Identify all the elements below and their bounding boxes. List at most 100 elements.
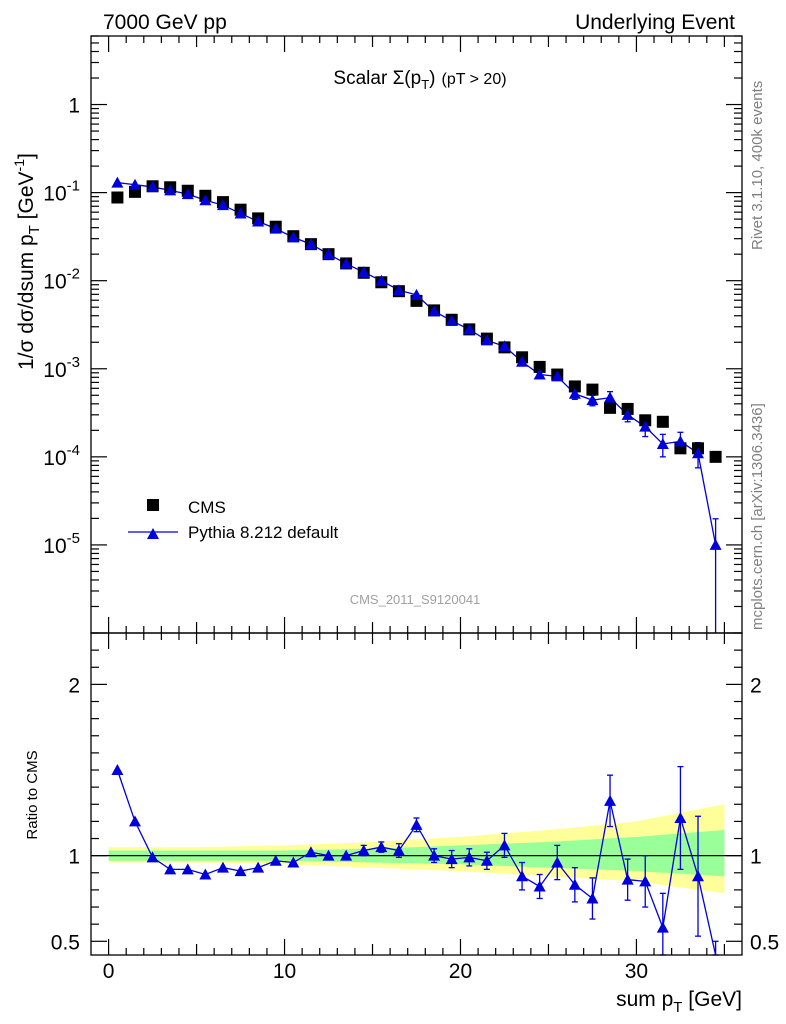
main-panel: 1 10-1 10-2 10-3 10-4 10-5 Scalar Σ(pT) (pT > … [11,35,743,634]
cms-point [533,360,546,373]
cms-point [111,191,124,204]
ratio-point [533,880,546,892]
main-y-tick-label: 10-5 [43,530,80,558]
pythia-point [445,314,458,326]
ratio-data-points [111,764,705,933]
ratio-uncertainty-bands [108,804,725,894]
pythia-point [322,248,335,260]
ratio-point [164,863,177,875]
ratio-point [586,892,599,904]
cms-point [604,401,617,414]
ratio-point [340,849,353,861]
pythia-point [498,340,511,352]
ratio-point [428,849,441,861]
pythia-point [181,188,194,200]
ratio-point [181,863,194,875]
ratio-point [146,851,159,863]
main-axis-ticks [91,35,742,634]
main-y-tick-label: 10-4 [43,442,80,470]
pythia-error-bars [519,357,719,633]
main-y-tick-label: 10-3 [43,354,80,382]
ratio-point [199,868,212,880]
legend-pythia-marker [147,528,159,539]
pythia-point [357,266,370,278]
pythia-point [621,408,634,420]
ratio-point [128,815,141,827]
ratio-y-tick-label-right: 1 [750,846,762,869]
ratio-point [445,853,458,865]
ratio-point [656,921,669,933]
ratio-point [516,870,529,882]
legend-cms-label: CMS [188,498,226,517]
ratio-point [216,861,229,873]
ratio-y-tick-label-right: 2 [750,674,762,697]
ratio-point [357,844,370,856]
pythia-point [375,274,388,286]
pythia-point [480,334,493,346]
ratio-panel-frame [90,632,743,956]
pythia-point [604,391,617,403]
ratio-point [568,878,581,890]
ratio-y-tick-label: 2 [68,674,80,697]
pythia-point [568,387,581,399]
pythia-point [234,207,247,219]
ratio-point [410,818,423,830]
main-y-tick-label: 1 [68,95,80,118]
pythia-point [410,288,423,300]
pythia-point [269,222,282,234]
pythia-point [164,184,177,196]
x-tick-label: 0 [103,960,115,983]
ratio-point [551,856,564,868]
ratio-point [604,794,617,806]
ratio-y-axis-label: Ratio to CMS [24,750,41,839]
x-tick-label: 10 [273,960,296,983]
ratio-point [692,870,705,882]
pythia-data-points [111,176,722,550]
pythia-point [709,538,722,550]
pythia-point [463,323,476,335]
ratio-point [375,841,388,853]
pythia-point [674,435,687,447]
legend: CMS Pythia 8.212 default [128,498,339,542]
pythia-point [551,370,564,382]
header-left: 7000 GeV pp [103,11,227,34]
pythia-point [516,355,529,367]
pythia-series-line [117,181,717,546]
main-y-tick-label: 10-1 [43,178,80,206]
cms-point [656,415,669,428]
chart-title: Scalar Σ(pT) (pT > 20) [333,68,506,92]
pythia-point [216,199,229,211]
ratio-point [304,846,317,858]
cms-point [709,450,722,463]
legend-cms-marker [147,499,159,511]
header-right: Underlying Event [575,11,735,34]
pythia-point [128,178,141,190]
cms-point [639,414,652,427]
pythia-point [392,284,405,296]
analysis-id-label: CMS_2011_S9120041 [350,592,481,607]
pythia-point [639,420,652,432]
x-axis-label: sum pT [GeV] [616,988,742,1016]
main-y-tick-label: 10-2 [43,266,80,294]
main-panel-frame [90,35,743,634]
ratio-axis-ticks [91,632,742,955]
ratio-point [111,764,124,776]
side-label-rivet: Rivet 3.1.10, 400k events [749,81,766,250]
ratio-y-tick-label: 1 [68,846,80,869]
ratio-point [269,854,282,866]
pythia-point [252,215,265,227]
pythia-point [199,194,212,206]
ratio-point [480,854,493,866]
main-y-axis-label: 1/σ dσ/dsum pT [GeV-1] [11,153,43,370]
ratio-point [621,873,634,885]
ratio-point [287,856,300,868]
x-tick-label: 30 [625,960,648,983]
side-label-mcplots: mcplots.cern.ch [arXiv:1306.3436] [749,403,766,630]
pythia-point [287,231,300,243]
ratio-point [674,811,687,823]
ratio-point [392,844,405,856]
cms-data-points [111,180,722,463]
ratio-tick-labels: 0.5 0.51 12 20 10 20 30 [51,674,779,983]
ratio-point [639,875,652,887]
